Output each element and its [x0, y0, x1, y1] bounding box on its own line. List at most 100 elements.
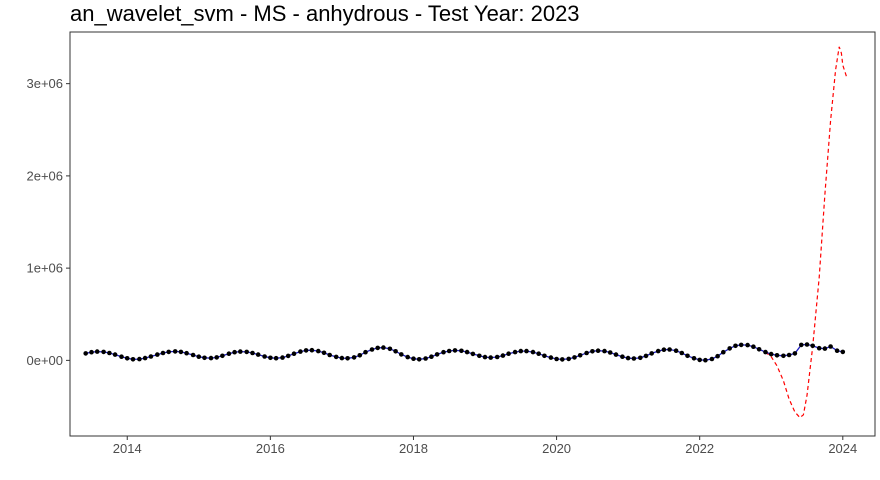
data-point	[291, 351, 297, 357]
x-tick-label: 2018	[399, 441, 428, 456]
x-tick-label: 2024	[828, 441, 857, 456]
data-point	[673, 348, 679, 354]
data-point	[316, 348, 321, 354]
data-point	[202, 355, 207, 361]
data-point	[273, 355, 279, 361]
data-point	[733, 343, 738, 349]
data-point	[709, 356, 715, 362]
data-point	[464, 349, 470, 355]
data-point	[226, 351, 232, 357]
data-point	[190, 352, 196, 358]
data-point	[512, 349, 518, 355]
data-point	[262, 354, 267, 359]
data-point	[375, 345, 381, 351]
data-point	[280, 355, 285, 360]
data-point	[792, 351, 798, 356]
data-point	[327, 352, 333, 358]
data-point	[244, 349, 249, 355]
data-point	[107, 350, 112, 356]
data-point	[434, 352, 440, 357]
data-point	[321, 350, 327, 356]
data-point	[566, 356, 571, 362]
chart-title: an_wavelet_svm - MS - anhydrous - Test Y…	[70, 1, 580, 26]
forecast-series-line	[765, 46, 847, 419]
data-point	[119, 354, 124, 360]
data-point	[459, 348, 464, 354]
data-point	[155, 352, 160, 357]
data-point	[542, 353, 547, 359]
data-point	[703, 357, 708, 363]
x-tick-label: 2022	[685, 441, 714, 456]
data-point	[679, 350, 685, 356]
data-point	[416, 357, 422, 362]
data-point	[166, 349, 171, 355]
data-point	[655, 348, 661, 354]
data-point	[309, 347, 315, 353]
data-point	[339, 355, 345, 361]
data-point	[160, 350, 166, 356]
y-tick-label: 2e+06	[26, 168, 63, 183]
data-point	[595, 348, 601, 354]
data-point	[625, 355, 631, 361]
data-point	[620, 354, 625, 360]
data-point	[423, 356, 428, 361]
data-point	[768, 351, 774, 357]
data-point	[268, 355, 273, 361]
data-point	[715, 353, 720, 359]
x-axis: 2014 2016 2018 2020 2022 2024	[113, 436, 857, 456]
data-point	[345, 356, 350, 361]
data-point	[393, 349, 398, 354]
data-point	[148, 354, 154, 359]
data-point	[220, 353, 225, 359]
plot-area	[83, 46, 847, 419]
data-point	[763, 349, 768, 355]
data-point	[411, 356, 416, 362]
data-point	[828, 344, 833, 349]
data-point	[774, 353, 780, 358]
data-point	[638, 355, 643, 361]
data-point	[834, 348, 840, 354]
data-point	[840, 349, 846, 355]
data-point	[142, 355, 148, 361]
x-tick-label: 2016	[256, 441, 285, 456]
data-point	[405, 354, 411, 360]
data-point	[137, 356, 142, 362]
data-point	[781, 353, 786, 359]
data-point	[649, 351, 654, 356]
data-point	[572, 355, 577, 360]
data-point	[554, 356, 559, 362]
data-point	[799, 342, 804, 348]
data-point	[452, 348, 458, 353]
data-point	[697, 357, 702, 363]
data-point	[494, 354, 500, 360]
data-point	[255, 352, 261, 357]
data-point	[756, 347, 762, 352]
x-tick-label: 2014	[113, 441, 142, 456]
data-point	[94, 349, 100, 354]
data-point	[446, 348, 452, 354]
data-point	[661, 347, 667, 353]
data-point	[518, 348, 524, 354]
data-point	[172, 349, 178, 354]
data-point	[387, 346, 393, 352]
y-axis: 0e+00 1e+06 2e+06 3e+06	[26, 76, 70, 368]
data-point	[643, 353, 649, 359]
data-point	[470, 351, 476, 357]
data-point	[727, 346, 732, 351]
data-point	[196, 354, 202, 360]
data-point	[751, 344, 756, 350]
y-tick-label: 1e+06	[26, 261, 63, 276]
data-point	[285, 353, 291, 359]
data-point	[560, 357, 565, 362]
x-tick-label: 2020	[542, 441, 571, 456]
data-point	[721, 349, 726, 355]
data-point	[83, 351, 88, 356]
y-tick-label: 0e+00	[26, 353, 63, 368]
data-point	[112, 352, 118, 357]
data-point	[214, 355, 219, 360]
data-point	[590, 349, 595, 354]
data-point	[804, 342, 810, 347]
data-point	[89, 349, 94, 355]
data-point	[536, 351, 541, 357]
data-point	[298, 349, 303, 354]
